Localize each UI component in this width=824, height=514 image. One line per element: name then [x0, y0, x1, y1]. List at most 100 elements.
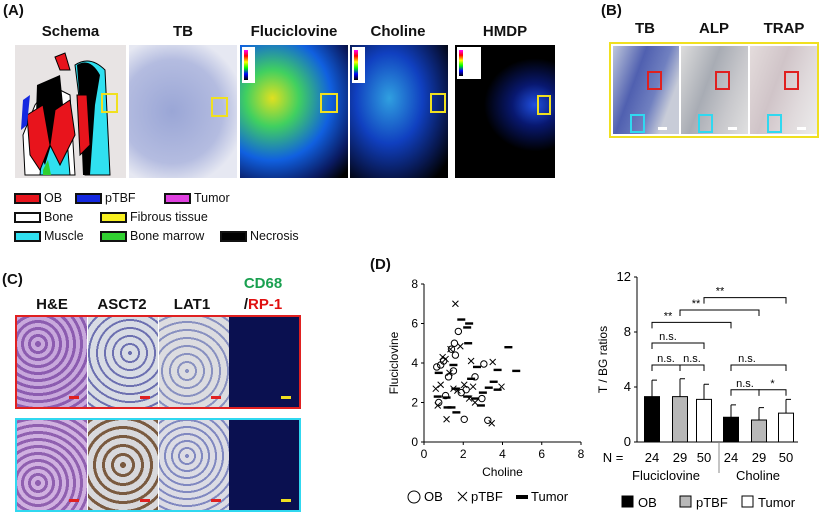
legend-label-ob: OB: [424, 489, 443, 504]
significance-label: n.s.: [736, 378, 754, 390]
significance-label: n.s.: [657, 353, 675, 365]
column-title-tb: TB: [635, 20, 655, 37]
n-label: 24: [724, 450, 738, 465]
point-tumor: [467, 377, 476, 380]
significance-label: **: [716, 286, 725, 298]
column-title-hmdp: HMDP: [482, 23, 528, 40]
point-tumor: [457, 318, 466, 321]
bar-fluciclovine-ptbf: [672, 396, 688, 443]
point-ob: [450, 339, 459, 347]
significance-label: **: [664, 310, 673, 322]
significance-bracket: [651, 321, 732, 329]
point-ptbf: [447, 345, 454, 353]
y-tick-label: 0: [624, 434, 631, 449]
column-title-fluciclovine: Fluciclovine: [250, 23, 338, 40]
point-tumor: [463, 395, 472, 398]
x-mark: [443, 415, 450, 423]
significance-bracket: [758, 389, 787, 396]
n-label: 29: [752, 450, 766, 465]
he-stain-tile: [17, 420, 87, 510]
x-mark: [456, 342, 464, 350]
point-tumor: [434, 371, 443, 375]
point-ptbf: [456, 342, 464, 350]
point-ptbf: [469, 383, 477, 391]
x-mark: [447, 345, 454, 353]
y-tick-label: 4: [624, 379, 631, 394]
point-tumor: [449, 363, 458, 367]
swatch-necrosis: [220, 230, 247, 242]
legend-ptbf: pTBF: [75, 191, 136, 205]
point-ob: [460, 415, 468, 423]
asct2-stain-tile: [88, 420, 158, 510]
significance-bracket: [651, 342, 705, 349]
column-title-cd68: CD68: [243, 275, 283, 292]
cd68-rp1-fluorescence-tile: [229, 317, 299, 407]
significance-bracket: [730, 364, 787, 371]
trap-stain-image: [750, 46, 817, 134]
bar-choline-ob: [723, 416, 739, 443]
legend-label: pTBF: [105, 191, 136, 205]
point-ob: [484, 416, 492, 424]
legend-label: OB: [638, 495, 657, 510]
panel-c-label: (C): [2, 271, 23, 288]
point-ob: [435, 398, 443, 407]
y-tick-label: 8: [411, 277, 418, 291]
n-prefix-label: N =: [603, 450, 624, 465]
point-ob: [454, 327, 463, 336]
legend-label-tumor: Tumor: [531, 489, 569, 504]
legend-swatch-ob: [621, 495, 634, 508]
legend-swatch-tumor: [741, 495, 754, 508]
x-mark: [467, 357, 475, 365]
y-axis-label: T / BG ratios: [596, 326, 610, 393]
column-title-rp1: /RP-1: [228, 296, 298, 313]
point-tumor: [451, 387, 460, 390]
colorbar: [242, 47, 255, 83]
point-ptbf: [434, 402, 442, 409]
point-ob: [433, 363, 441, 371]
colorbar: [457, 47, 481, 79]
legend-label: Muscle: [44, 229, 84, 243]
he-stain-tile: [17, 317, 87, 407]
tb-image: [129, 45, 237, 178]
significance-label: *: [770, 378, 775, 390]
legend-fibrous: Fibrous tissue: [100, 210, 208, 224]
y-tick-label: 12: [617, 269, 631, 284]
point-ob: [471, 373, 479, 381]
point-ob: [478, 394, 486, 403]
x-mark: [442, 355, 449, 363]
bar-choline-ptbf: [751, 419, 767, 443]
alp-stain-image: [681, 46, 748, 134]
x-mark: [432, 385, 440, 393]
lat1-stain-tile: [159, 420, 229, 510]
y-tick-label: 2: [411, 396, 418, 410]
x-tick-label: 2: [460, 447, 467, 461]
x-mark: [439, 353, 446, 361]
panel-a-label: (A): [3, 2, 24, 19]
swatch-bone-marrow: [100, 230, 127, 242]
n-label: 50: [779, 450, 793, 465]
significance-label: **: [692, 298, 701, 310]
bar-chart: 0 4 8 12 N = 24 29 50 24 29 50 Fluciclovine Choline…: [596, 269, 798, 510]
y-tick-label: 4: [411, 356, 418, 370]
x-tick-label: 6: [538, 447, 545, 461]
swatch-tumor: [164, 192, 191, 204]
significance-label: n.s.: [683, 353, 701, 365]
point-tumor: [463, 326, 472, 329]
legend-label: pTBF: [696, 495, 728, 510]
point-ob: [449, 367, 458, 375]
point-ob: [480, 360, 488, 368]
x-mark: [446, 369, 453, 377]
point-tumor: [478, 391, 487, 394]
ptbf-region-row: [15, 418, 301, 512]
legend-label: Bone: [44, 210, 74, 224]
slash: /: [243, 296, 248, 313]
x-mark: [489, 358, 497, 366]
point-ob: [447, 345, 456, 353]
roi-box: [101, 93, 118, 113]
point-ptbf: [452, 300, 459, 308]
x-mark: [437, 381, 445, 389]
legend-bone-marrow: Bone marrow: [100, 229, 204, 243]
group-label-fluciclovine: Fluciclovine: [632, 468, 700, 483]
swatch-muscle: [14, 230, 41, 242]
group-label-choline: Choline: [736, 468, 780, 483]
